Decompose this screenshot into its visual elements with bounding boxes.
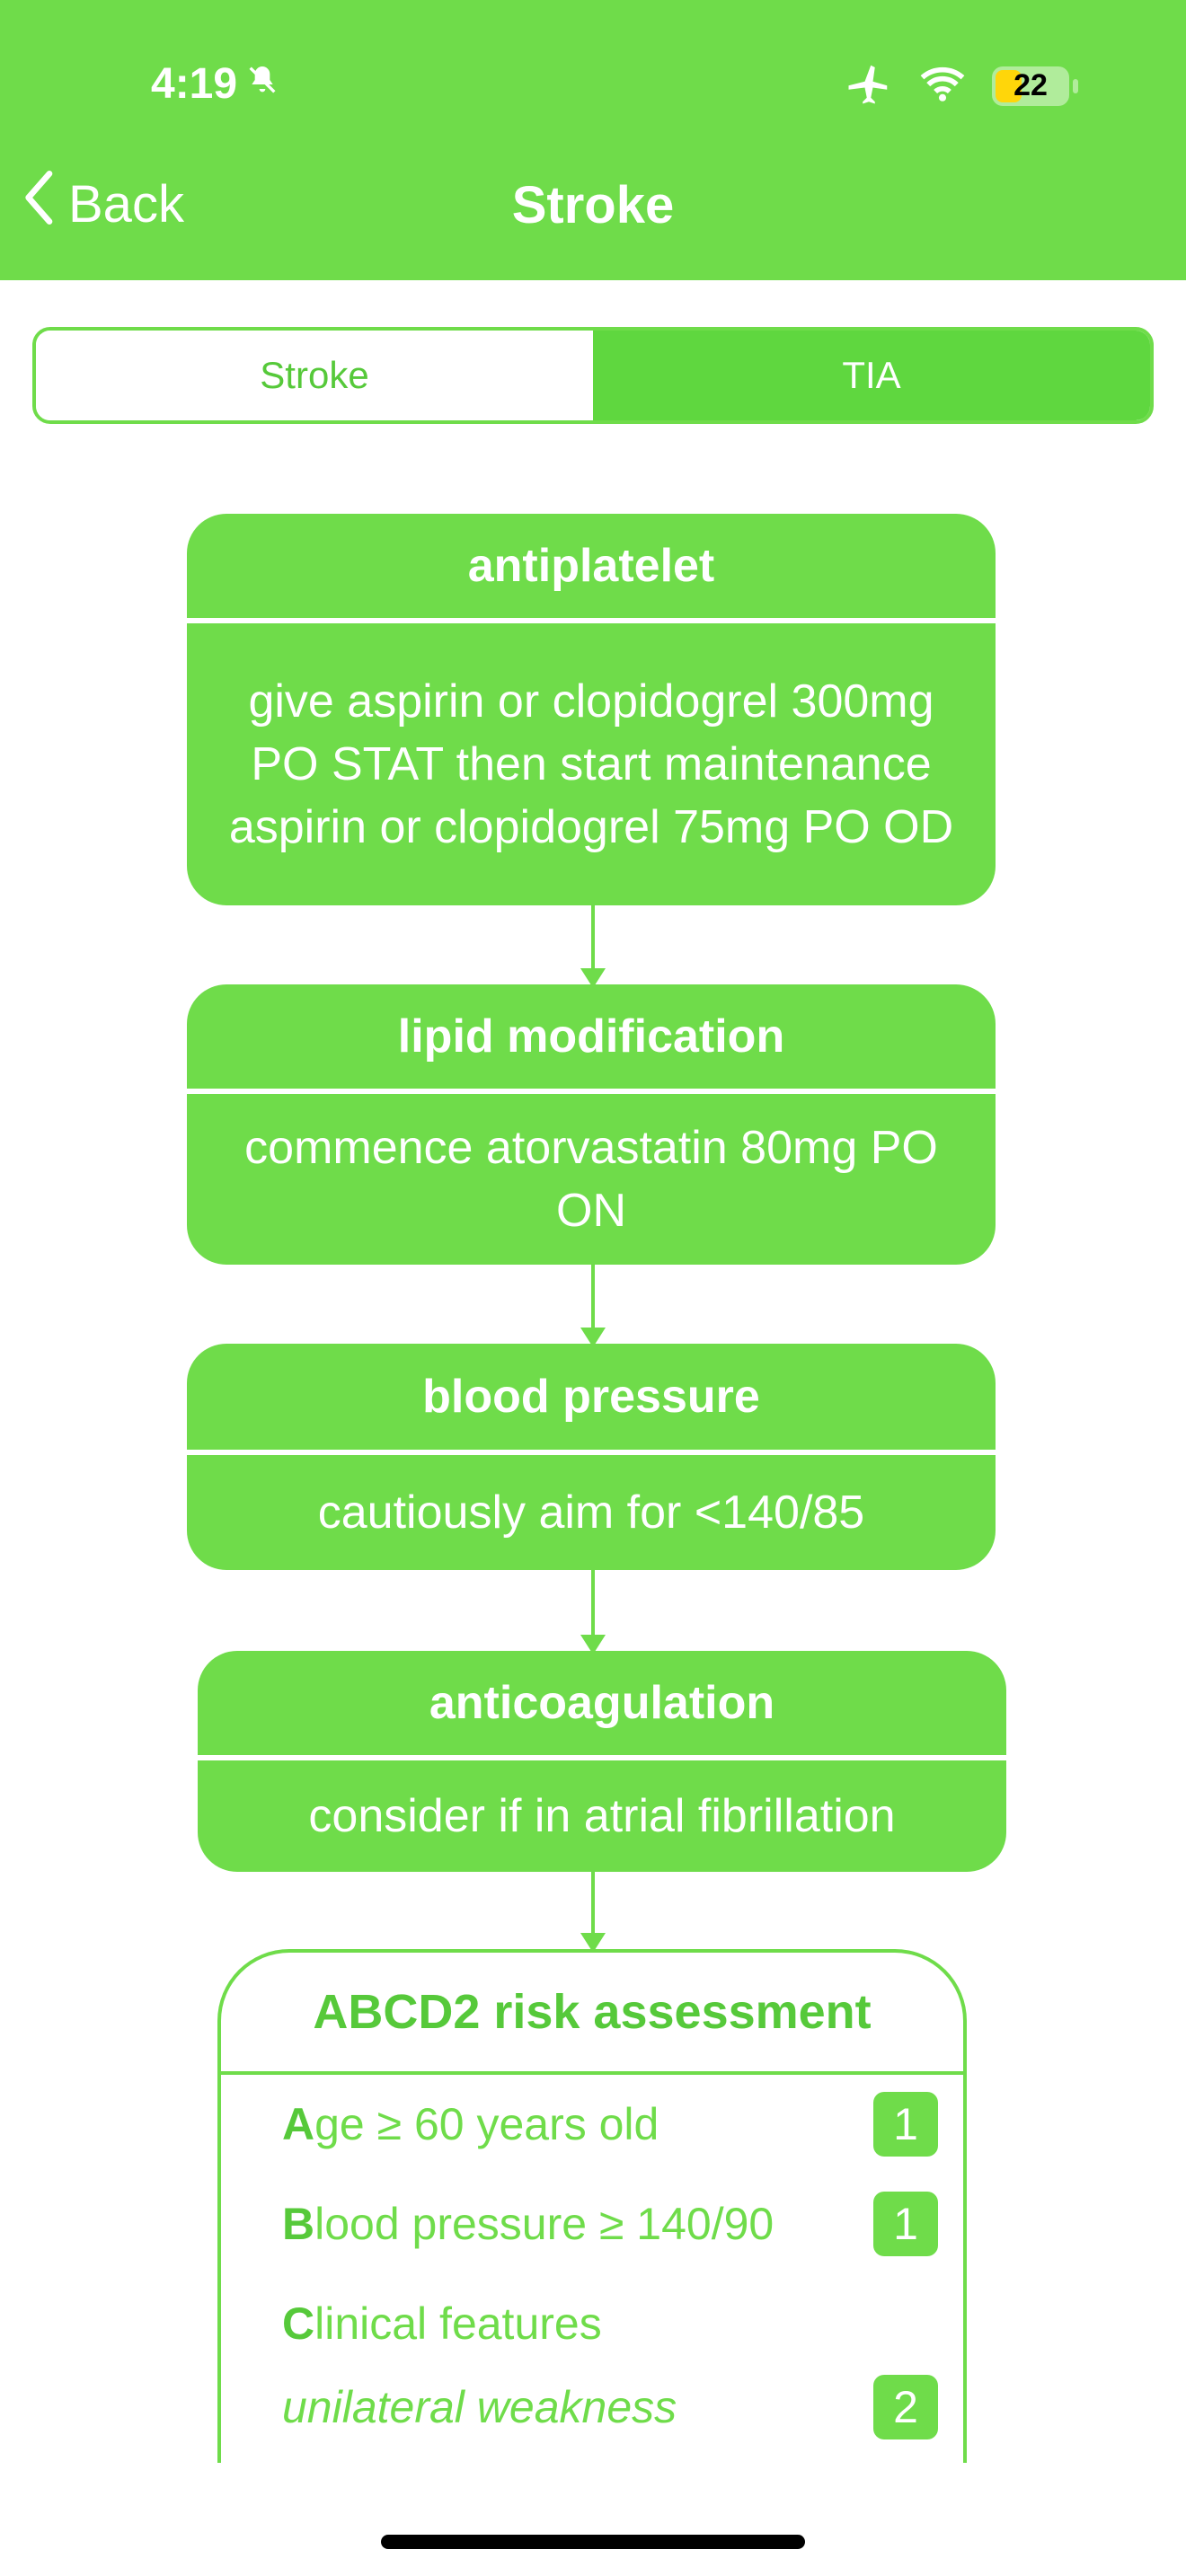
scroll-cutoff-mask (217, 2463, 967, 2576)
flow-arrow (580, 1872, 606, 1953)
battery-level: 22 (1013, 68, 1048, 102)
card-lipid-modification: lipid modification commence atorvastatin… (187, 984, 996, 1265)
card-title: antiplatelet (187, 514, 996, 623)
risk-lead: B (282, 2199, 315, 2249)
chevron-left-icon (25, 171, 56, 237)
card-body: give aspirin or clopidogrel 300mg PO STA… (228, 675, 954, 853)
card-title: lipid modification (187, 984, 996, 1094)
card-body: commence atorvastatin 80mg PO ON (244, 1122, 938, 1237)
risk-row-clinical-features: Clinical features (282, 2298, 938, 2350)
card-title: blood pressure (187, 1344, 996, 1455)
home-indicator (381, 2535, 805, 2549)
wifi-icon (918, 59, 967, 112)
segment-stroke[interactable]: Stroke (36, 331, 593, 420)
risk-title: ABCD2 risk assessment (221, 1953, 963, 2075)
card-antiplatelet: antiplatelet give aspirin or clopidogrel… (187, 514, 996, 905)
score-badge: 2 (873, 2375, 938, 2439)
back-button[interactable]: Back (25, 171, 184, 237)
risk-lead: A (282, 2099, 315, 2149)
card-blood-pressure: blood pressure cautiously aim for <140/8… (187, 1344, 996, 1570)
status-time: 4:19 (151, 59, 280, 109)
top-header: 4:19 22 (0, 0, 1186, 280)
bell-off-icon (244, 59, 280, 109)
risk-lead: C (282, 2298, 315, 2349)
risk-row-blood-pressure: Blood pressure ≥ 140/90 1 (282, 2192, 938, 2256)
risk-text: lood pressure ≥ 140/90 (314, 2199, 774, 2249)
airplane-icon (845, 59, 893, 112)
status-icons: 22 (845, 59, 1078, 112)
flow-arrow (580, 905, 606, 988)
risk-text: linical features (314, 2298, 602, 2349)
card-title: anticoagulation (198, 1651, 1006, 1760)
risk-text: ge ≥ 60 years old (314, 2099, 659, 2149)
abcd2-risk-assessment-card: ABCD2 risk assessment Age ≥ 60 years old… (217, 1949, 967, 2470)
card-body: cautiously aim for <140/85 (317, 1486, 865, 1539)
segment-stroke-label: Stroke (260, 354, 369, 396)
battery-icon: 22 (992, 66, 1078, 106)
risk-text: unilateral weakness (282, 2382, 677, 2432)
segmented-control[interactable]: Stroke TIA (32, 327, 1154, 424)
flow-arrow (580, 1570, 606, 1654)
flow-arrow (580, 1265, 606, 1347)
segment-tia[interactable]: TIA (593, 331, 1150, 420)
risk-row-age: Age ≥ 60 years old 1 (282, 2092, 938, 2157)
segment-tia-label: TIA (842, 354, 901, 396)
score-badge: 1 (873, 2192, 938, 2256)
card-body: consider if in atrial fibrillation (308, 1790, 896, 1842)
card-anticoagulation: anticoagulation consider if in atrial fi… (198, 1651, 1006, 1872)
score-badge: 1 (873, 2092, 938, 2157)
page-title: Stroke (511, 176, 675, 234)
clock-text: 4:19 (151, 60, 238, 108)
back-label: Back (68, 174, 184, 234)
risk-row-unilateral-weakness: unilateral weakness 2 (282, 2375, 938, 2439)
